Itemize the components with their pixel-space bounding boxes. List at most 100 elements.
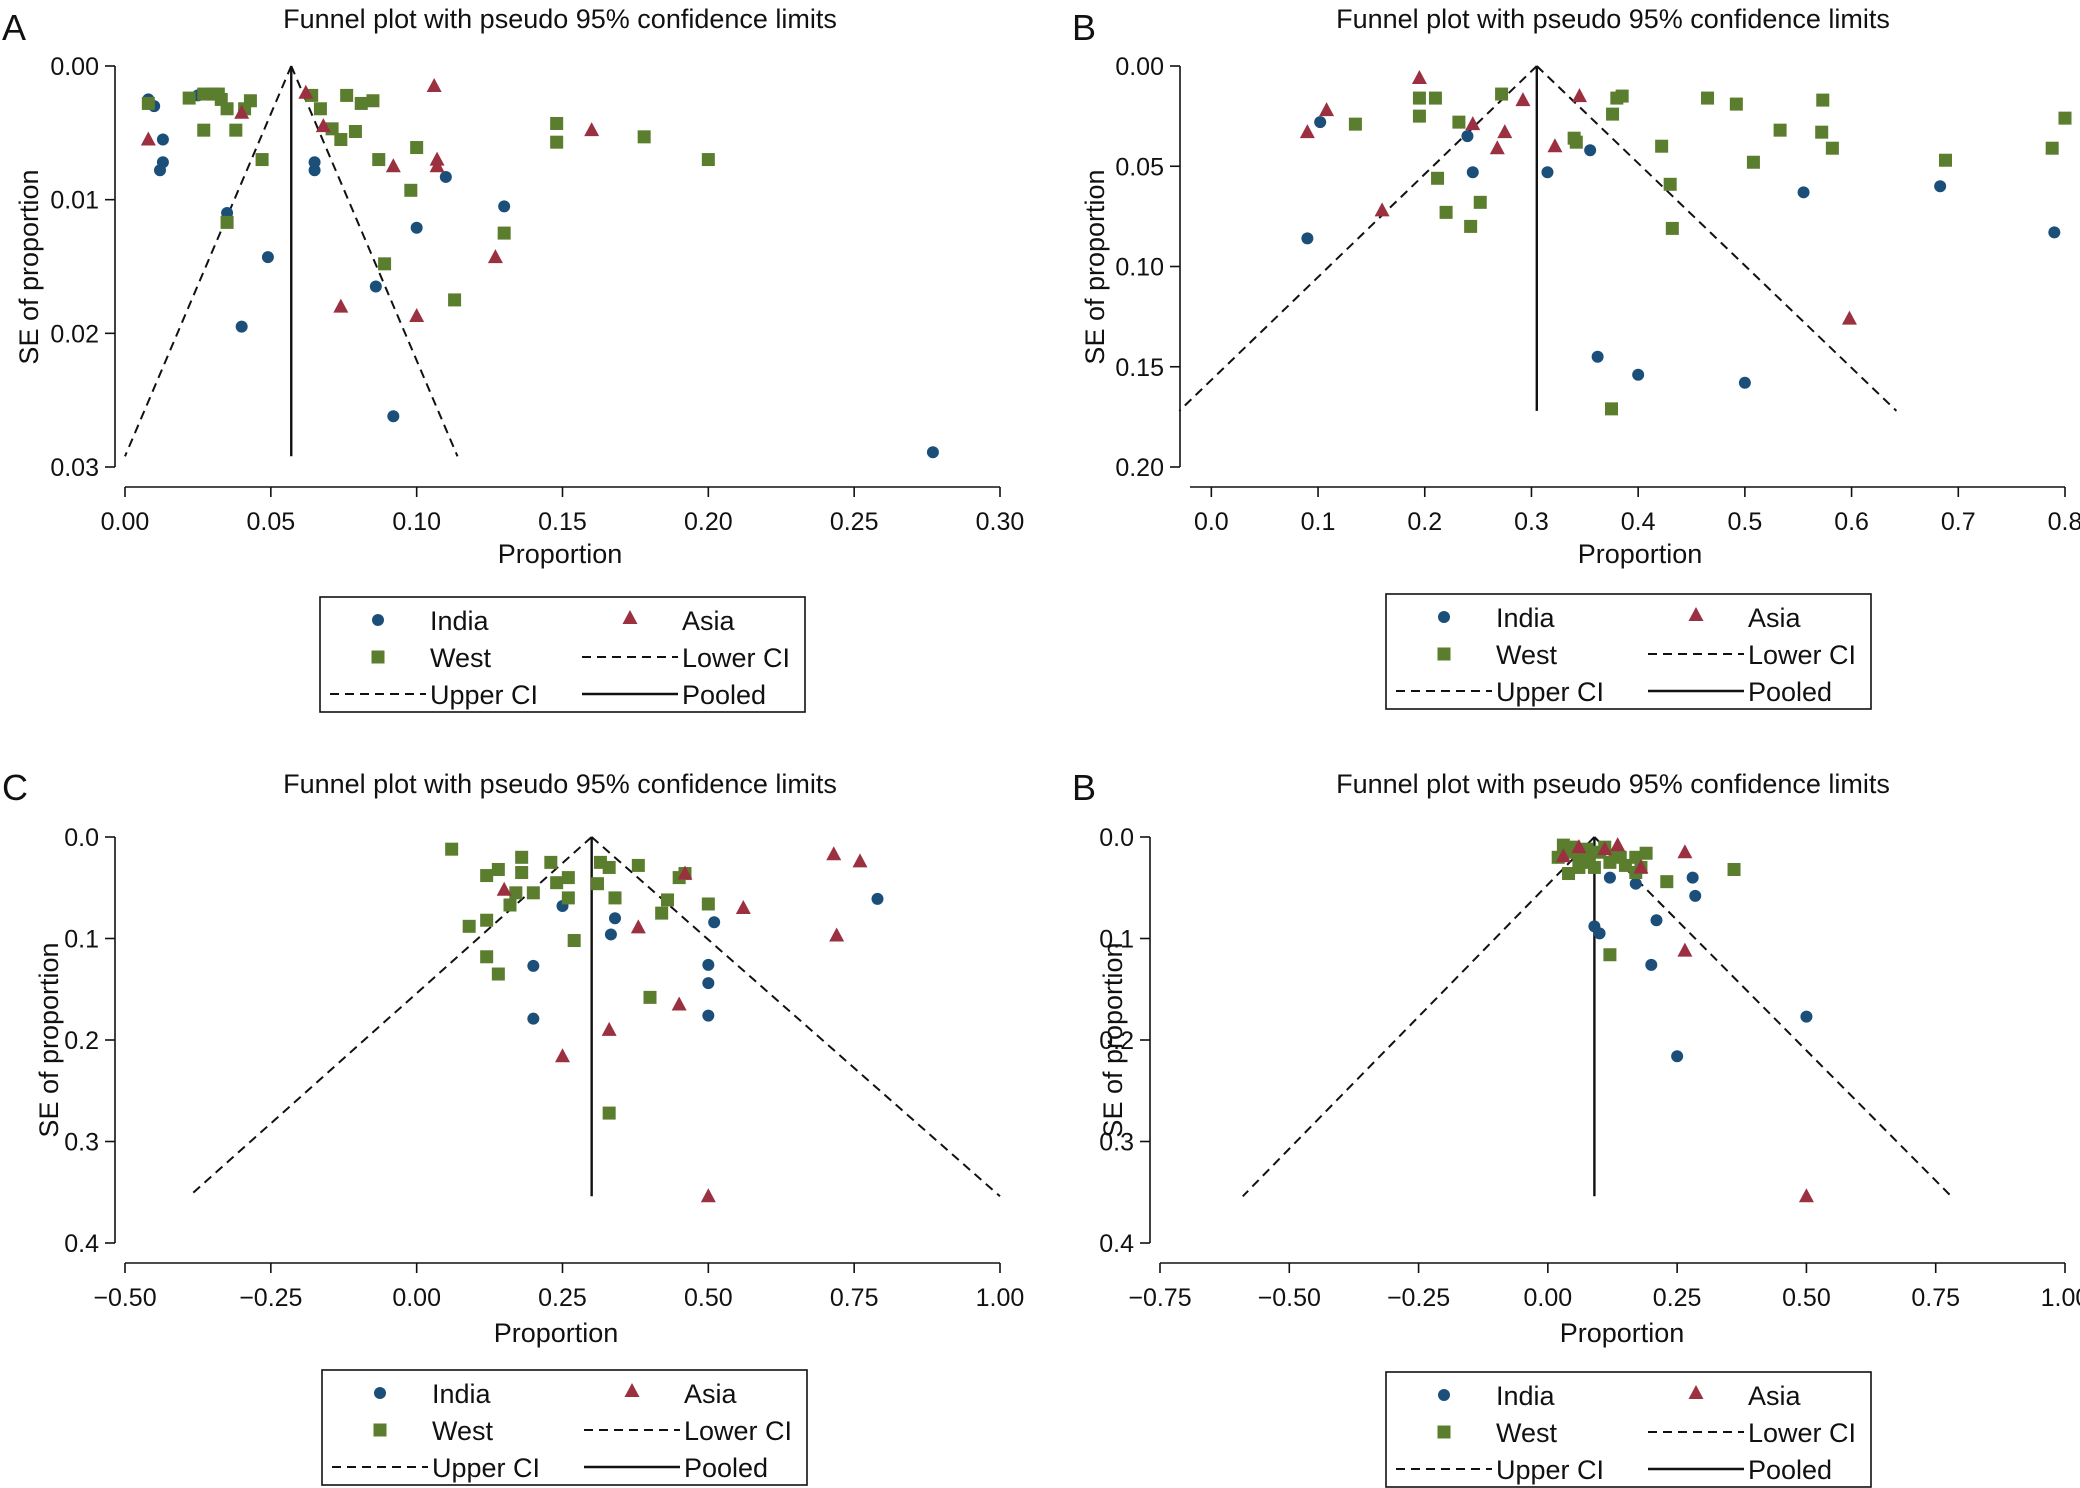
legend-west-marker	[1437, 1425, 1451, 1439]
india-point	[702, 977, 715, 990]
west-point	[1604, 402, 1618, 416]
west-point	[1428, 91, 1442, 105]
west-point	[1452, 115, 1466, 129]
west-point	[220, 102, 234, 116]
west-point	[608, 891, 622, 905]
axes: 0.0 0.1 0.2 0.3 0.4 −0.75 −0.50 −0.25 0.00 0.25 0.…	[1099, 824, 2080, 1312]
india-point	[926, 446, 939, 459]
series-india	[1588, 871, 1813, 1063]
india-point	[609, 912, 621, 925]
x-tick-label: 1.00	[976, 1284, 1025, 1312]
india-point	[1593, 927, 1606, 940]
x-tick-label: 0.5	[1727, 508, 1762, 536]
west-point	[1729, 97, 1743, 111]
y-tick-label: 0.1	[1099, 926, 1134, 954]
legend-pooled-label: Pooled	[682, 680, 766, 710]
west-point	[1618, 858, 1632, 872]
india-point	[1314, 116, 1327, 129]
y-tick-label: 0.2	[64, 1027, 99, 1055]
x-tick-label: 0.50	[1782, 1284, 1831, 1312]
india-point	[604, 928, 617, 941]
x-tick-label: −0.25	[1387, 1284, 1450, 1312]
west-point	[1655, 139, 1669, 153]
legend-lower-label: Lower CI	[1748, 1418, 1856, 1448]
west-point	[561, 871, 575, 885]
legend-west-label: West	[430, 643, 492, 673]
west-point	[378, 257, 392, 271]
india-point	[1686, 871, 1699, 884]
india-point	[708, 916, 721, 929]
west-point	[1569, 135, 1583, 149]
y-axis-title: SE of proportion	[1098, 942, 1128, 1137]
x-tick-label: 0.30	[976, 508, 1025, 536]
axes: 0.00 0.05 0.10 0.15 0.20 0.0 0.1 0.2 0.3 0.4 0.5 0.…	[1115, 53, 2080, 536]
upper-ci-line	[1593, 836, 1952, 1198]
asia-point	[1841, 310, 1857, 325]
asia-point	[140, 131, 156, 146]
x-tick-label: 0.7	[1941, 508, 1976, 536]
asia-point	[1319, 102, 1335, 117]
india-point	[1650, 914, 1663, 927]
y-tick-label: 0.10	[1115, 254, 1164, 282]
asia-point	[385, 158, 401, 173]
west-point	[1825, 141, 1839, 155]
legend-india-label: India	[430, 606, 490, 636]
west-point	[1773, 123, 1787, 137]
west-point	[1701, 91, 1715, 105]
legend-pooled-label: Pooled	[684, 1453, 768, 1483]
legend-lower-label: Lower CI	[682, 643, 790, 673]
west-point	[1603, 948, 1617, 962]
india-point	[1591, 350, 1604, 363]
legend-asia-label: Asia	[1748, 1381, 1802, 1411]
legend: India Asia West Lower CI Upper CI Pooled	[319, 596, 806, 713]
west-point	[410, 141, 424, 155]
x-tick-label: 0.25	[830, 508, 879, 536]
west-point	[220, 215, 234, 229]
legend-lower-label: Lower CI	[1748, 640, 1856, 670]
series-west	[141, 87, 715, 307]
axes: 0.000.010.020.030.00 0.05 0.10 0.15 0.20 0.25…	[50, 53, 1024, 536]
india-point	[1541, 166, 1554, 179]
india-point	[1629, 877, 1642, 890]
asia-point	[1798, 1188, 1814, 1203]
asia-point	[584, 122, 600, 137]
legend-india-marker	[374, 1387, 386, 1399]
y-tick-label: 0.15	[1115, 354, 1164, 382]
chart-title: Funnel plot with pseudo 95% confidence l…	[1336, 769, 1890, 799]
chart-title: Funnel plot with pseudo 95% confidence l…	[1336, 4, 1890, 34]
panel-letter: B	[1072, 7, 1096, 48]
x-tick-label: −0.25	[239, 1284, 302, 1312]
x-axis-title: Proportion	[1578, 539, 1703, 569]
india-point	[871, 892, 884, 905]
y-tick-label: 0.02	[50, 320, 99, 348]
y-tick-label: 0.03	[50, 454, 99, 482]
chart-title: Funnel plot with pseudo 95% confidence l…	[283, 4, 837, 34]
legend-west-marker	[371, 650, 385, 664]
legend-india-label: India	[1496, 603, 1556, 633]
y-axis-title: SE of proportion	[14, 169, 44, 364]
west-point	[1412, 109, 1426, 123]
y-tick-label: 0.00	[1115, 53, 1164, 81]
y-axis-title: SE of proportion	[34, 942, 64, 1137]
west-point	[567, 934, 581, 948]
series-india	[1301, 116, 2061, 389]
panel-letter: A	[2, 7, 26, 48]
legend-asia-marker	[622, 610, 638, 624]
series-west	[1348, 87, 2072, 416]
india-point	[154, 164, 166, 177]
chart-title: Funnel plot with pseudo 95% confidence l…	[283, 769, 837, 799]
asia-point	[298, 84, 314, 99]
series-asia	[140, 78, 600, 322]
legend-asia-marker	[1688, 1385, 1704, 1399]
asia-point	[852, 853, 868, 868]
west-point	[480, 950, 494, 964]
asia-point	[735, 900, 751, 915]
west-point	[348, 124, 362, 138]
asia-point	[1610, 837, 1626, 852]
legend-box	[321, 1369, 808, 1486]
x-tick-label: 0.2	[1407, 508, 1442, 536]
lower-ci-line	[124, 65, 293, 457]
india-point	[702, 1009, 715, 1022]
series-west	[445, 842, 715, 1120]
